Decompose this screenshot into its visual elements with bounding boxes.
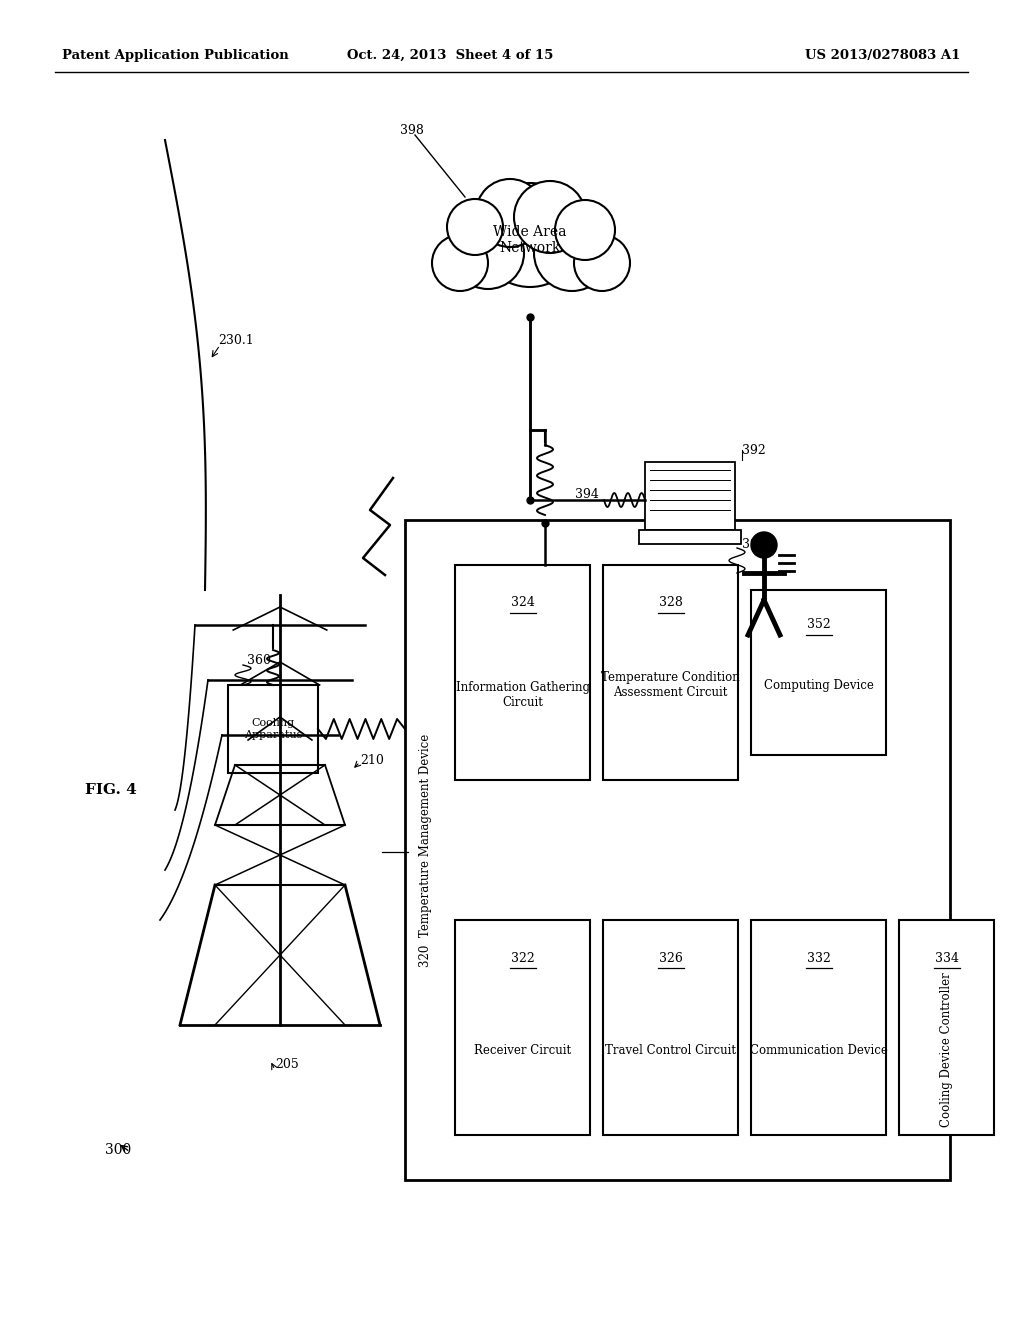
Text: 332: 332 bbox=[807, 952, 830, 965]
Text: 392: 392 bbox=[742, 444, 766, 457]
Circle shape bbox=[478, 183, 582, 286]
Text: 352: 352 bbox=[807, 619, 830, 631]
Circle shape bbox=[534, 215, 610, 290]
Text: 334: 334 bbox=[935, 952, 958, 965]
Circle shape bbox=[574, 235, 630, 290]
Text: 396: 396 bbox=[742, 539, 766, 552]
Text: Cooling
Apparatus: Cooling Apparatus bbox=[244, 718, 302, 739]
Circle shape bbox=[751, 532, 777, 558]
Text: Information Gathering
Circuit: Information Gathering Circuit bbox=[456, 681, 590, 709]
Bar bbox=[899, 920, 994, 1135]
Text: 324: 324 bbox=[511, 597, 535, 610]
Text: Travel Control Circuit: Travel Control Circuit bbox=[605, 1044, 736, 1056]
Bar bbox=[603, 565, 738, 780]
Bar bbox=[639, 531, 741, 544]
Circle shape bbox=[514, 181, 586, 253]
Text: Patent Application Publication: Patent Application Publication bbox=[62, 49, 289, 62]
Circle shape bbox=[452, 216, 524, 289]
Bar bbox=[645, 462, 735, 531]
Text: 328: 328 bbox=[658, 597, 682, 610]
Circle shape bbox=[476, 180, 544, 247]
Text: 205: 205 bbox=[275, 1059, 299, 1072]
Text: 230.1: 230.1 bbox=[218, 334, 254, 346]
Circle shape bbox=[432, 235, 488, 290]
Text: Wide Area
Network: Wide Area Network bbox=[494, 224, 566, 255]
Text: 322: 322 bbox=[511, 952, 535, 965]
Text: Temperature Condition
Assessment Circuit: Temperature Condition Assessment Circuit bbox=[601, 671, 740, 700]
Bar bbox=[751, 590, 886, 755]
Text: US 2013/0278083 A1: US 2013/0278083 A1 bbox=[805, 49, 961, 62]
Bar bbox=[228, 685, 318, 774]
Bar bbox=[455, 920, 590, 1135]
Text: Communication Device: Communication Device bbox=[750, 1044, 888, 1056]
Bar bbox=[751, 920, 886, 1135]
Text: Cooling Device Controller: Cooling Device Controller bbox=[940, 973, 953, 1127]
Text: 394: 394 bbox=[575, 488, 599, 502]
Bar bbox=[455, 565, 590, 780]
Text: 398: 398 bbox=[400, 124, 424, 136]
Text: FIG. 4: FIG. 4 bbox=[85, 783, 137, 797]
Bar bbox=[603, 920, 738, 1135]
Text: 360: 360 bbox=[247, 653, 271, 667]
Text: Computing Device: Computing Device bbox=[764, 678, 873, 692]
Circle shape bbox=[555, 201, 615, 260]
Text: Receiver Circuit: Receiver Circuit bbox=[474, 1044, 571, 1056]
Text: Oct. 24, 2013  Sheet 4 of 15: Oct. 24, 2013 Sheet 4 of 15 bbox=[347, 49, 553, 62]
Text: 326: 326 bbox=[658, 952, 682, 965]
Text: 320  Temperature Management Device: 320 Temperature Management Device bbox=[419, 734, 431, 966]
Circle shape bbox=[447, 199, 503, 255]
Text: 300: 300 bbox=[105, 1143, 131, 1158]
Text: 210: 210 bbox=[360, 754, 384, 767]
Bar bbox=[406, 520, 950, 1180]
